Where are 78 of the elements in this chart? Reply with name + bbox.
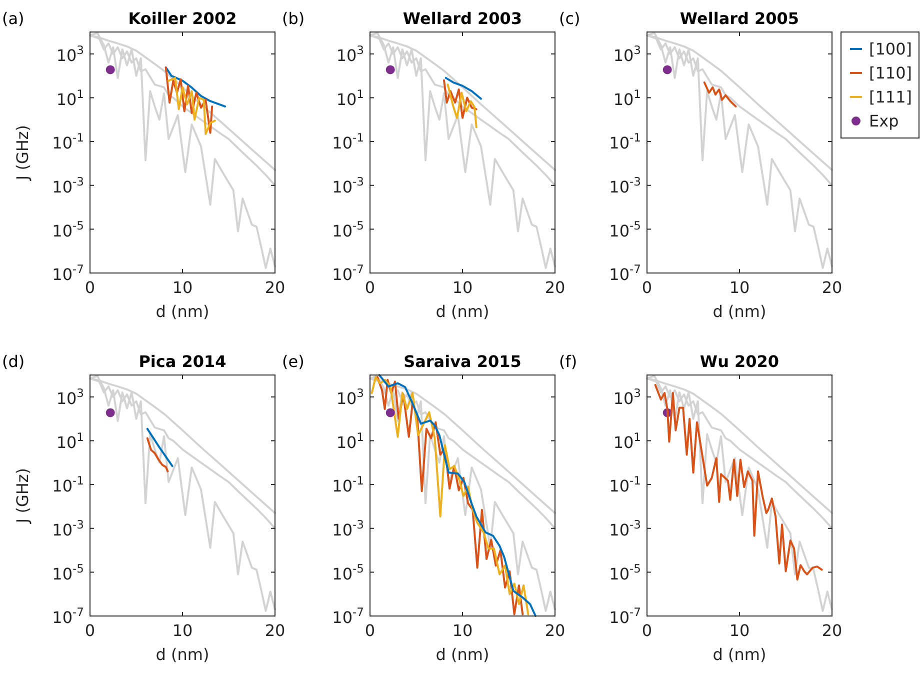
y-tick-label: 10$^{1}$ bbox=[613, 86, 641, 109]
x-tick-label: 20 bbox=[264, 278, 286, 297]
text: (e) bbox=[282, 352, 304, 371]
y-tick-label: 10$^{-5}$ bbox=[332, 561, 364, 584]
chart-title: Wellard 2003 bbox=[402, 9, 522, 28]
y-tick-label: 10$^{-1}$ bbox=[609, 474, 641, 496]
x-axis-title: d (nm) bbox=[436, 302, 490, 321]
y-tick-label: 10$^{-7}$ bbox=[332, 262, 364, 284]
y-axis-title: J (GHz) bbox=[13, 468, 32, 524]
chart-title: Saraiva 2015 bbox=[404, 352, 522, 371]
y-tick-label: 10$^{-1}$ bbox=[332, 130, 364, 153]
x-tick-label: 0 bbox=[84, 621, 96, 640]
x-tick-label: 20 bbox=[544, 621, 566, 640]
y-tick-label: 10$^{-3}$ bbox=[332, 518, 364, 540]
x-tick-label: 10 bbox=[729, 621, 750, 640]
y-tick-label: 10$^{1}$ bbox=[336, 86, 364, 109]
text: (c) bbox=[559, 9, 580, 28]
x-tick-label: 10 bbox=[452, 621, 473, 640]
legend-label: [100] bbox=[869, 40, 912, 59]
x-tick-label: 20 bbox=[822, 278, 842, 297]
y-tick-label: 10$^{3}$ bbox=[56, 386, 84, 408]
chart-title: Wellard 2005 bbox=[680, 9, 800, 28]
x-tick-label: 0 bbox=[84, 278, 96, 297]
y-tick-label: 10$^{1}$ bbox=[56, 86, 84, 109]
y-tick-label: 10$^{-1}$ bbox=[52, 474, 84, 496]
y-tick-label: 10$^{1}$ bbox=[336, 430, 364, 452]
x-axis-title: d (nm) bbox=[712, 302, 766, 321]
y-tick-label: 10$^{3}$ bbox=[613, 43, 641, 66]
y-tick-label: 10$^{-3}$ bbox=[609, 174, 641, 197]
y-tick-label: 10$^{-5}$ bbox=[52, 561, 84, 584]
text: (f) bbox=[559, 352, 578, 371]
x-axis-title: d (nm) bbox=[156, 645, 210, 664]
y-tick-label: 10$^{-7}$ bbox=[52, 262, 84, 284]
x-tick-label: 0 bbox=[642, 621, 652, 640]
x-tick-label: 10 bbox=[172, 621, 193, 640]
chart-title: Wu 2020 bbox=[700, 352, 780, 371]
x-tick-label: 0 bbox=[364, 621, 376, 640]
y-tick-label: 10$^{-7}$ bbox=[332, 605, 364, 628]
y-tick-label: 10$^{3}$ bbox=[336, 386, 364, 408]
x-tick-label: 0 bbox=[642, 278, 652, 297]
x-tick-label: 10 bbox=[172, 278, 193, 297]
x-axis-title: d (nm) bbox=[436, 645, 490, 664]
x-tick-label: 20 bbox=[544, 278, 566, 297]
text: (b) bbox=[282, 9, 305, 28]
x-tick-label: 20 bbox=[822, 621, 842, 640]
y-tick-label: 10$^{-7}$ bbox=[609, 262, 641, 284]
x-tick-label: 0 bbox=[364, 278, 376, 297]
y-tick-label: 10$^{-7}$ bbox=[609, 605, 641, 628]
legend-label: [111] bbox=[869, 88, 912, 107]
y-tick-label: 10$^{-1}$ bbox=[609, 130, 641, 153]
y-tick-label: 10$^{-1}$ bbox=[332, 474, 364, 496]
y-tick-label: 10$^{-3}$ bbox=[609, 518, 641, 540]
y-tick-label: 10$^{-5}$ bbox=[609, 561, 641, 584]
text: (a) bbox=[2, 9, 24, 28]
text: (d) bbox=[2, 352, 25, 371]
x-tick-label: 10 bbox=[452, 278, 473, 297]
x-tick-label: 10 bbox=[729, 278, 750, 297]
y-tick-label: 10$^{3}$ bbox=[613, 386, 641, 408]
y-tick-label: 10$^{-3}$ bbox=[52, 174, 84, 197]
chart-title: Koiller 2002 bbox=[128, 9, 237, 28]
y-tick-label: 10$^{1}$ bbox=[56, 430, 84, 452]
y-tick-label: 10$^{-5}$ bbox=[332, 218, 364, 240]
legend-label: [110] bbox=[869, 64, 912, 83]
y-tick-label: 10$^{-1}$ bbox=[52, 130, 84, 153]
y-tick-label: 10$^{1}$ bbox=[613, 430, 641, 452]
x-axis-title: d (nm) bbox=[712, 645, 766, 664]
y-tick-label: 10$^{3}$ bbox=[56, 43, 84, 66]
legend-label: Exp bbox=[869, 112, 899, 131]
x-tick-label: 20 bbox=[264, 621, 286, 640]
y-tick-label: 10$^{-5}$ bbox=[52, 218, 84, 240]
y-tick-label: 10$^{3}$ bbox=[336, 43, 364, 66]
chart-title: Pica 2014 bbox=[138, 352, 226, 371]
y-tick-label: 10$^{-5}$ bbox=[609, 218, 641, 240]
y-tick-label: 10$^{-3}$ bbox=[52, 518, 84, 540]
y-tick-label: 10$^{-7}$ bbox=[52, 605, 84, 628]
y-axis-title: J (GHz) bbox=[13, 124, 32, 182]
x-axis-title: d (nm) bbox=[156, 302, 210, 321]
y-tick-label: 10$^{-3}$ bbox=[332, 174, 364, 197]
